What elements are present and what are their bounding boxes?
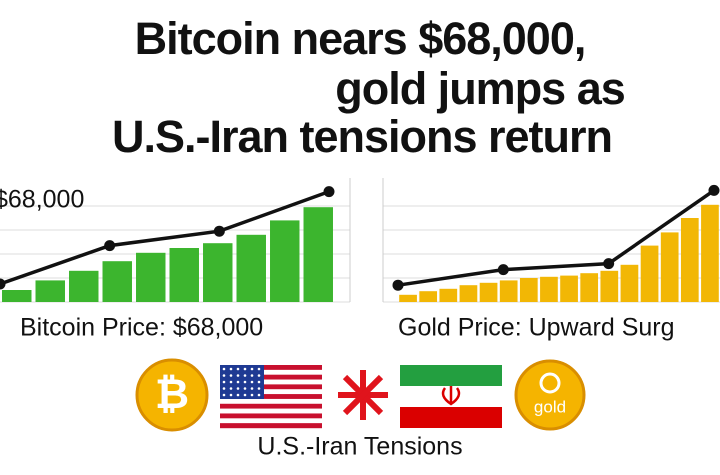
bar: [169, 248, 199, 302]
bar: [439, 288, 458, 302]
flag-star: [229, 380, 233, 384]
trend-point: [497, 264, 509, 276]
flag-star: [243, 367, 247, 371]
gold-label: gold: [534, 397, 566, 416]
chart-caption: Gold Price: Upward Surg: [398, 314, 675, 342]
bar: [459, 285, 478, 302]
bar: [399, 294, 417, 302]
flag-stripe: [220, 389, 322, 395]
flag-stripe: [220, 379, 322, 385]
bar: [203, 243, 233, 302]
flag-star: [222, 374, 226, 377]
bar: [600, 270, 619, 302]
bar: [102, 261, 132, 302]
flag-stripe: [220, 413, 322, 419]
bar: [419, 291, 438, 302]
bar: [701, 204, 719, 302]
flag-star: [229, 367, 233, 371]
bar: [35, 280, 65, 302]
bitcoin-icon: ₿: [135, 358, 209, 432]
flag-star: [236, 387, 240, 390]
flag-stripe: [220, 374, 322, 380]
flag-stripe: [220, 408, 322, 414]
bar: [519, 278, 538, 302]
flag-stripe: [220, 369, 322, 375]
flag-star: [257, 374, 261, 377]
flag-canton: [220, 365, 264, 399]
annotation: $68,000: [0, 186, 84, 214]
bar: [69, 270, 99, 302]
flag-star: [257, 380, 261, 384]
flag-star: [250, 367, 254, 371]
flag-star: [250, 380, 254, 384]
tension-symbol: [338, 370, 388, 420]
flag-star: [243, 380, 247, 384]
bar: [540, 276, 558, 302]
flag-star: [243, 387, 247, 390]
title-line: Bitcoin nears $68,000,: [135, 13, 586, 64]
trend-line: [397, 188, 715, 287]
flag-stripe: [220, 365, 322, 371]
flag-star: [222, 393, 226, 397]
flag-star: [236, 393, 240, 397]
bar: [236, 234, 266, 302]
bar: [499, 280, 518, 302]
flag-stripe: [220, 394, 322, 400]
iran-flag: [400, 365, 502, 428]
title-line: U.S.-Iran tensions return: [112, 111, 612, 162]
chart-caption: Bitcoin Price: $68,000: [20, 314, 263, 342]
flag-star: [236, 374, 240, 377]
flag-star: [222, 367, 226, 371]
bar: [303, 207, 333, 302]
flag-star: [257, 393, 261, 397]
trend-point: [104, 240, 116, 252]
bar: [136, 252, 166, 302]
flag-stripe: [220, 423, 322, 429]
flag-star: [250, 393, 254, 397]
flag-star: [236, 367, 240, 371]
flag-star: [229, 387, 233, 390]
bar: [2, 290, 32, 302]
flag-star: [243, 393, 247, 397]
flag-stripe: [220, 398, 322, 404]
trend-point: [213, 225, 225, 237]
flag-star: [229, 374, 233, 377]
flag-stripe: [220, 418, 322, 424]
flag-star: [250, 374, 254, 377]
flag-star: [243, 374, 247, 377]
trend-point: [392, 279, 404, 291]
flag-star: [229, 393, 233, 397]
gold-icon: gold: [514, 359, 586, 431]
flag-star: [222, 387, 226, 390]
flag-star: [257, 387, 261, 390]
flag-star: [222, 380, 226, 384]
bar: [479, 282, 498, 302]
flag-stripe: [220, 403, 322, 409]
bar: [580, 273, 599, 302]
flag-star: [236, 380, 240, 384]
us-flag: [220, 365, 322, 429]
trend-line: [0, 189, 330, 286]
flag-star: [257, 367, 261, 371]
bar: [620, 264, 639, 302]
bitcoin-symbol: ₿: [155, 370, 189, 417]
trend-point: [708, 184, 720, 196]
bar: [660, 232, 679, 302]
bar: [560, 275, 578, 302]
trend-point: [0, 278, 6, 290]
trend-point: [603, 258, 615, 270]
flag-star: [250, 387, 254, 390]
flag-stripe: [220, 384, 322, 390]
bar: [680, 218, 699, 302]
title-line: gold jumps as: [335, 63, 625, 114]
footer: U.S.-Iran Tensions: [257, 433, 462, 461]
trend-point: [323, 186, 335, 198]
bar: [270, 220, 300, 302]
bar: [640, 245, 659, 302]
